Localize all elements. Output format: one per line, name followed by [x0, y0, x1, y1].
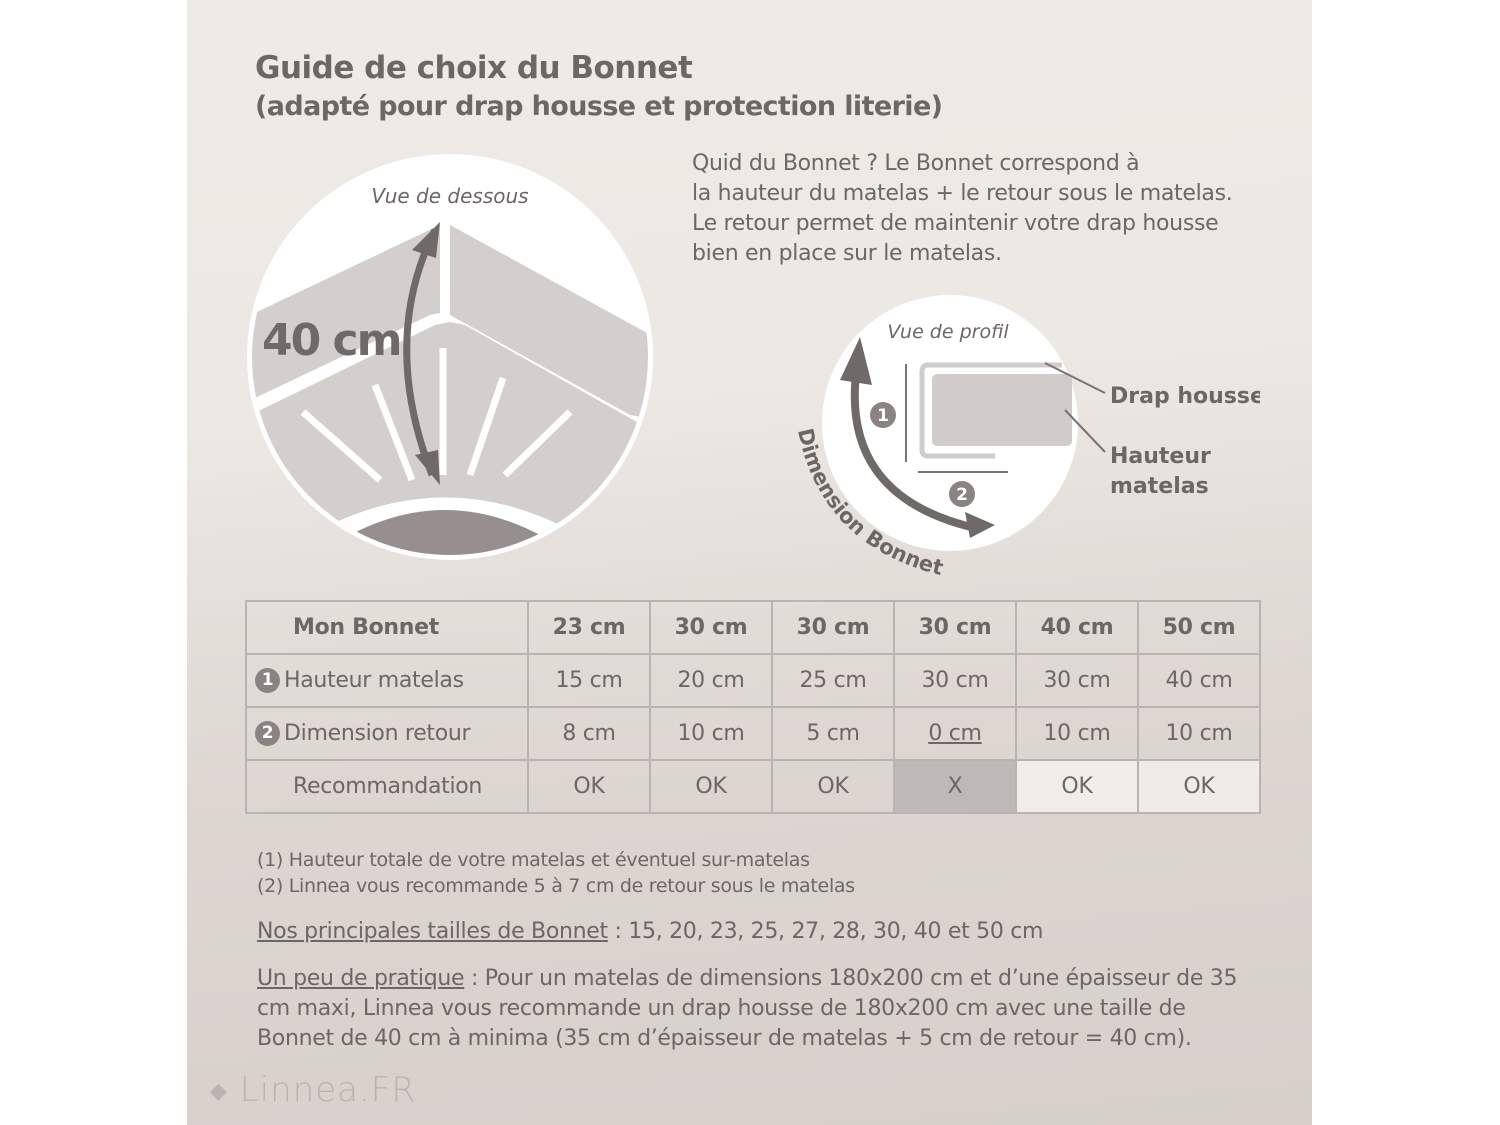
header-label: Mon Bonnet: [245, 600, 529, 655]
table-cell: 10 cm: [649, 706, 773, 761]
row-label: Dimension retour: [284, 720, 471, 746]
label-matelas: matelas: [1110, 474, 1209, 499]
under-view-caption: Vue de dessous: [371, 184, 528, 208]
page-subtitle: (adapté pour drap housse et protection l…: [255, 91, 943, 122]
row-label: Hauteur matelas: [284, 667, 464, 693]
curved-arrow-icon: [850, 359, 976, 532]
table-cell-highlight: X: [893, 759, 1017, 814]
logo-icon: ◆: [210, 1079, 228, 1104]
label-drap-housse: Drap housse: [1110, 384, 1260, 409]
header-cell: 30 cm: [893, 600, 1017, 655]
table-cell: 30 cm: [893, 653, 1017, 708]
practice-text: Un peu de pratique : Pour un matelas de …: [257, 966, 1238, 1051]
table-cell: 40 cm: [1137, 653, 1261, 708]
table-cell: OK: [771, 759, 895, 814]
measure-label: 40 cm: [262, 315, 400, 366]
table-row: 1 Hauteur matelas 15 cm 20 cm 25 cm 30 cm…: [245, 653, 1261, 708]
table-cell: 8 cm: [527, 706, 651, 761]
marker-2: 2: [956, 485, 968, 505]
table-cell: 0 cm: [893, 706, 1017, 761]
header-cell: 23 cm: [527, 600, 651, 655]
table-cell: 10 cm: [1015, 706, 1139, 761]
double-arrow-icon: [403, 228, 439, 477]
table-cell: 30 cm: [1015, 653, 1139, 708]
brand-logo: ◆ Linnea.FR: [210, 1070, 416, 1110]
table-cell: OK: [649, 759, 773, 814]
number-badge: 1: [255, 668, 280, 694]
number-badge: 2: [255, 721, 280, 747]
sizes-text: Nos principales tailles de Bonnet : 15, …: [257, 919, 1044, 944]
table-cell: OK: [1015, 759, 1139, 814]
table-cell: OK: [1137, 759, 1261, 814]
table-cell: OK: [527, 759, 651, 814]
table-cell: 15 cm: [527, 653, 651, 708]
header-cell: 30 cm: [771, 600, 895, 655]
label-hauteur: Hauteur: [1110, 444, 1211, 469]
table-header-row: Mon Bonnet 23 cm 30 cm 30 cm 30 cm 40 cm…: [245, 600, 1261, 655]
header-cell: 30 cm: [649, 600, 773, 655]
footnotes: (1) Hauteur totale de votre matelas et é…: [257, 849, 855, 897]
table-cell: 10 cm: [1137, 706, 1261, 761]
profile-view-diagram: Vue de profil 1 2 Drap housse Hauteur ma…: [793, 295, 1260, 580]
under-view-diagram: Vue de dessous 40 cm: [247, 154, 653, 560]
row-label: Recommandation: [245, 759, 529, 814]
marker-1: 1: [877, 406, 889, 426]
table-row: 2 Dimension retour 8 cm 10 cm 5 cm 0 cm 1…: [245, 706, 1261, 761]
table-row: Recommandation OK OK OK X OK OK: [245, 759, 1261, 814]
table-cell: 25 cm: [771, 653, 895, 708]
bonnet-table: Mon Bonnet 23 cm 30 cm 30 cm 30 cm 40 cm…: [245, 600, 1261, 814]
page-title: Guide de choix du Bonnet: [255, 50, 693, 86]
header-cell: 40 cm: [1015, 600, 1139, 655]
table-cell: 20 cm: [649, 653, 773, 708]
profile-caption: Vue de profil: [887, 321, 1009, 343]
table-cell: 5 cm: [771, 706, 895, 761]
header-cell: 50 cm: [1137, 600, 1261, 655]
